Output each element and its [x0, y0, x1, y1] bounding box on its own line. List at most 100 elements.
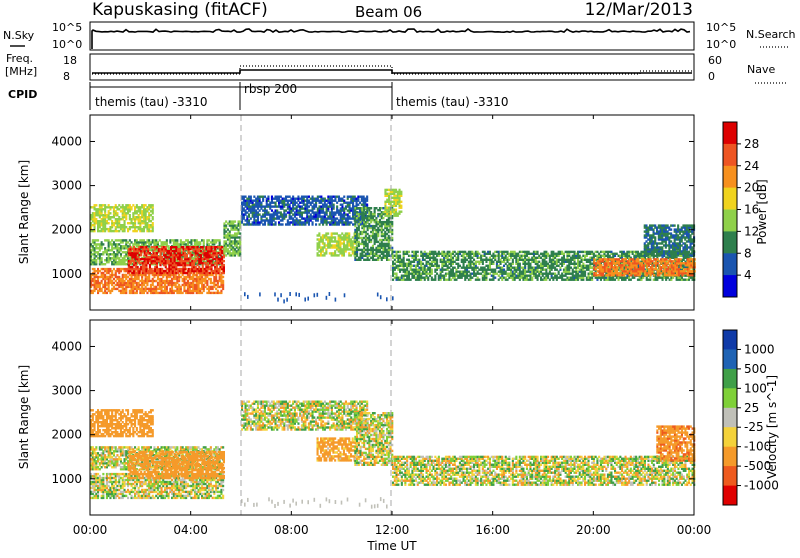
- echo-cell: [152, 260, 154, 262]
- echo-cell: [108, 253, 110, 255]
- echo-cell: [259, 221, 261, 223]
- echo-cell: [97, 239, 99, 241]
- echo-cell: [120, 206, 122, 208]
- echo-cell: [145, 208, 147, 210]
- echo-cell: [386, 207, 388, 209]
- echo-cell: [108, 276, 110, 278]
- echo-cell: [147, 248, 149, 250]
- echo-cell: [505, 255, 507, 257]
- echo-cell: [368, 223, 370, 225]
- echo-cell: [296, 202, 298, 204]
- echo-cell: [162, 290, 164, 292]
- echo-cell: [356, 217, 358, 219]
- echo-cell: [368, 259, 370, 261]
- echo-cell: [341, 213, 343, 215]
- echo-cell: [422, 267, 424, 269]
- echo-cell: [216, 252, 218, 254]
- echo-cell: [142, 258, 144, 260]
- echo-cell: [130, 266, 132, 268]
- echo-cell: [273, 223, 275, 225]
- echo-cell: [544, 273, 546, 275]
- echo-cell: [549, 255, 551, 257]
- echo-cell: [413, 265, 415, 267]
- echo-cell: [208, 243, 210, 245]
- power-echo-layer: [90, 189, 696, 304]
- echo-cell: [310, 209, 312, 211]
- echo-cell: [388, 235, 390, 237]
- echo-cell: [125, 282, 127, 284]
- echo-cell: [230, 220, 232, 222]
- echo-cell: [399, 255, 401, 257]
- echo-cell: [113, 247, 115, 249]
- echo-cell: [239, 232, 241, 234]
- echo-cell: [556, 269, 558, 271]
- echo-cell: [99, 253, 101, 255]
- echo-cell: [189, 270, 191, 272]
- echo-cell: [223, 260, 225, 262]
- echo-cell: [184, 252, 186, 254]
- echo-cell: [507, 279, 509, 281]
- echo-cell: [262, 196, 264, 198]
- echo-cell: [365, 221, 367, 223]
- echo-cell: [327, 221, 329, 223]
- echo-cell: [379, 213, 381, 215]
- echo-cell: [152, 216, 154, 218]
- echo-cell: [482, 275, 484, 277]
- echo-cell: [401, 259, 403, 261]
- echo-cell: [433, 251, 435, 253]
- echo-cell: [478, 253, 480, 255]
- echo-cell: [276, 209, 278, 211]
- echo-cell: [262, 219, 264, 221]
- echo-cell: [225, 254, 227, 256]
- echo-cell: [245, 219, 247, 221]
- echo-cell: [167, 268, 169, 270]
- echo-cell: [161, 256, 163, 258]
- echo-cell: [320, 236, 322, 238]
- echo-cell: [433, 265, 435, 267]
- echo-cell: [138, 268, 140, 270]
- echo-cell: [125, 268, 127, 270]
- echo-region: [223, 220, 241, 256]
- echo-cell: [317, 252, 319, 254]
- echo-cell: [447, 279, 449, 281]
- echo-cell: [498, 279, 500, 281]
- echo-cell: [264, 196, 266, 198]
- echo-cell: [359, 202, 361, 204]
- echo-cell: [153, 239, 155, 241]
- echo-cell: [325, 232, 327, 234]
- echo-cell: [227, 228, 229, 230]
- echo-cell: [219, 239, 221, 241]
- echo-cell: [365, 211, 367, 213]
- echo-cell: [181, 268, 183, 270]
- echo-cell: [147, 256, 149, 258]
- echo-cell: [505, 271, 507, 273]
- echo-cell: [384, 189, 386, 191]
- echo-cell: [392, 261, 394, 263]
- echo-cell: [331, 196, 333, 198]
- echo-cell: [273, 211, 275, 213]
- echo-cell: [102, 214, 104, 216]
- echo-cell: [141, 239, 143, 241]
- echo-cell: [175, 254, 177, 256]
- echo-cell: [134, 286, 136, 288]
- echo-cell: [97, 243, 99, 245]
- echo-cell: [168, 292, 170, 294]
- echo-cell: [259, 196, 261, 198]
- echo-cell: [125, 251, 127, 253]
- echo-cell: [319, 200, 321, 202]
- nave-label: Nave: [747, 63, 775, 76]
- echo-cell: [450, 253, 452, 255]
- echo-cell: [368, 249, 370, 251]
- echo-cell: [334, 236, 336, 238]
- echo-cell: [161, 246, 163, 248]
- echo-cell: [400, 191, 402, 193]
- echo-cell: [487, 259, 489, 261]
- echo-cell: [219, 286, 221, 288]
- echo-cell: [99, 230, 101, 232]
- echo-cell: [391, 237, 393, 239]
- echo-cell: [310, 198, 312, 200]
- echo-cell: [374, 219, 376, 221]
- echo-cell: [338, 234, 340, 236]
- echo-cell: [130, 260, 132, 262]
